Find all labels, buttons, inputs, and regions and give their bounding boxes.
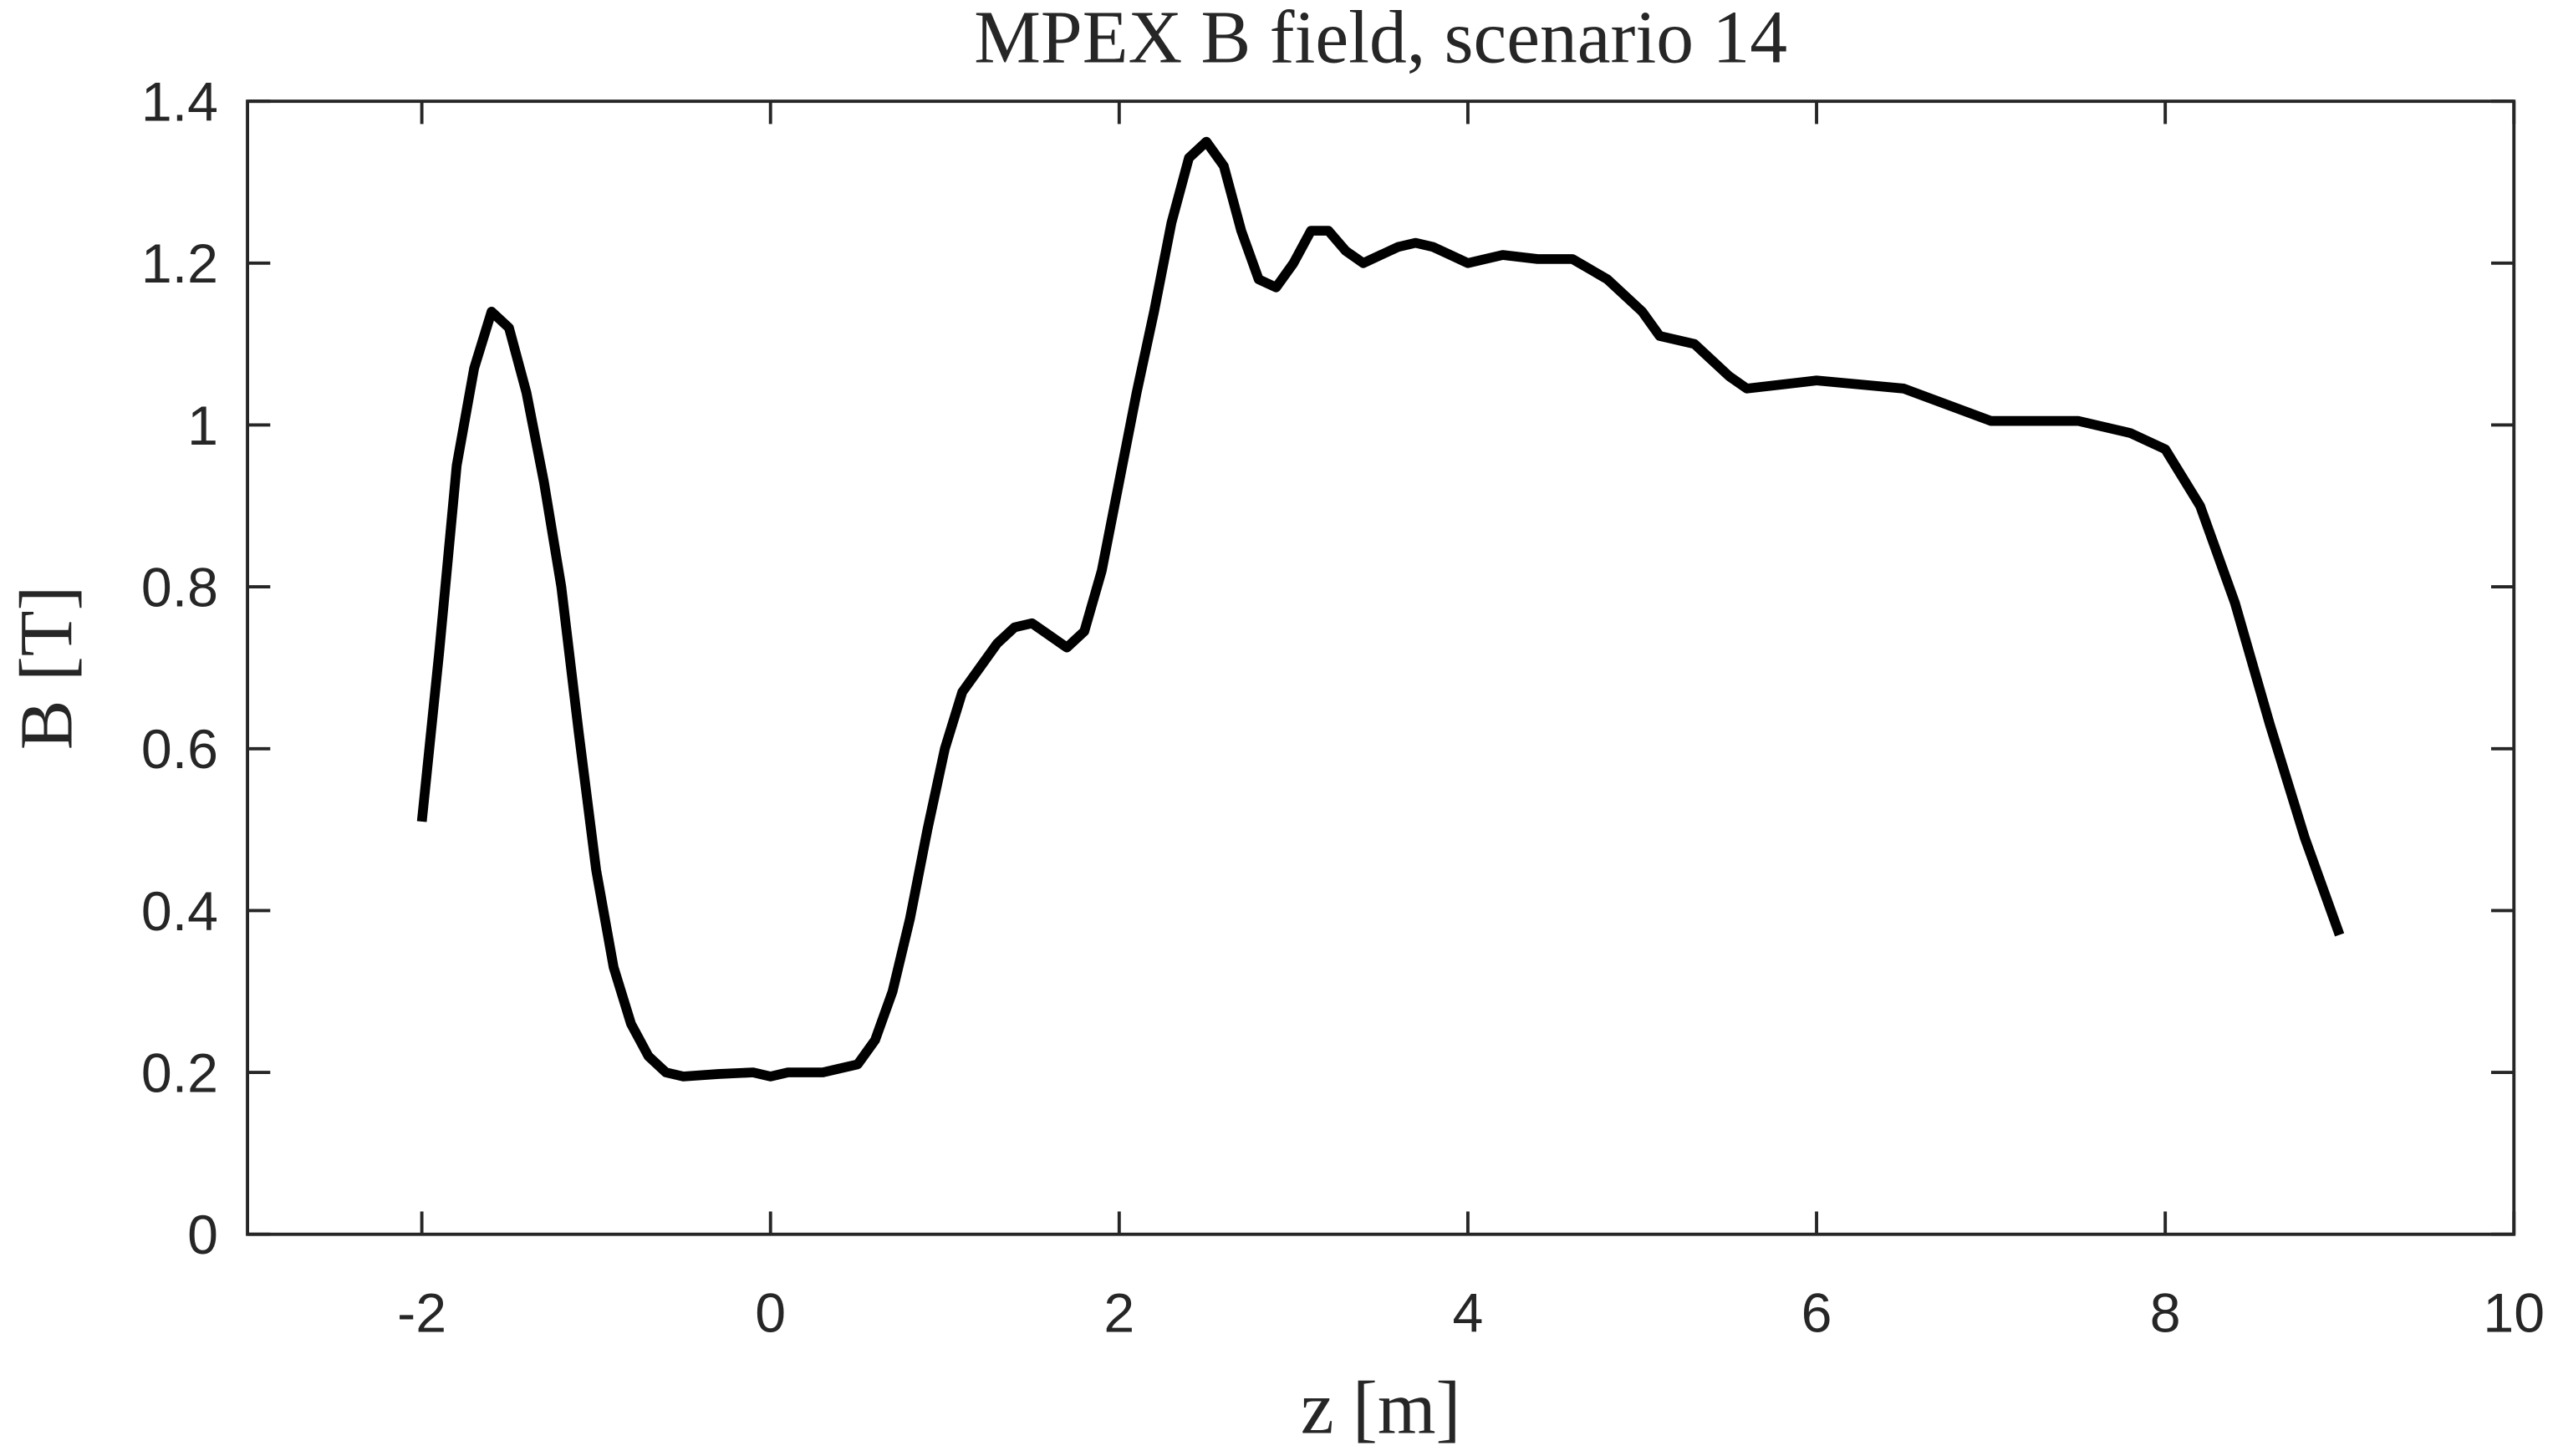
y-tick-label: 0.2	[141, 1042, 218, 1104]
line-series	[416, 136, 2345, 1082]
y-axis-label: B [T]	[6, 586, 89, 751]
y-tick-label: 1.2	[141, 233, 218, 295]
y-tick-label: 0.6	[141, 719, 218, 781]
chart-title: MPEX B field, scenario 14	[974, 0, 1787, 79]
plot-frame	[246, 99, 2516, 1236]
x-tick-label: 6	[1801, 1283, 1832, 1345]
x-tick-label: -2	[397, 1283, 446, 1345]
x-tick-label: 8	[2150, 1283, 2181, 1345]
x-tick-label: 2	[1103, 1283, 1134, 1345]
x-axis-label: z [m]	[1301, 1367, 1460, 1449]
x-tick-label: 0	[755, 1283, 786, 1345]
x-tick-label: 10	[2483, 1283, 2545, 1345]
y-tick-label: 1	[187, 395, 218, 457]
y-tick-label: 1.4	[141, 72, 218, 134]
y-tick-label: 0.4	[141, 881, 218, 943]
y-tick-label: 0.8	[141, 557, 218, 619]
y-tick-label: 0	[187, 1204, 218, 1266]
x-tick-label: 4	[1453, 1283, 1484, 1345]
